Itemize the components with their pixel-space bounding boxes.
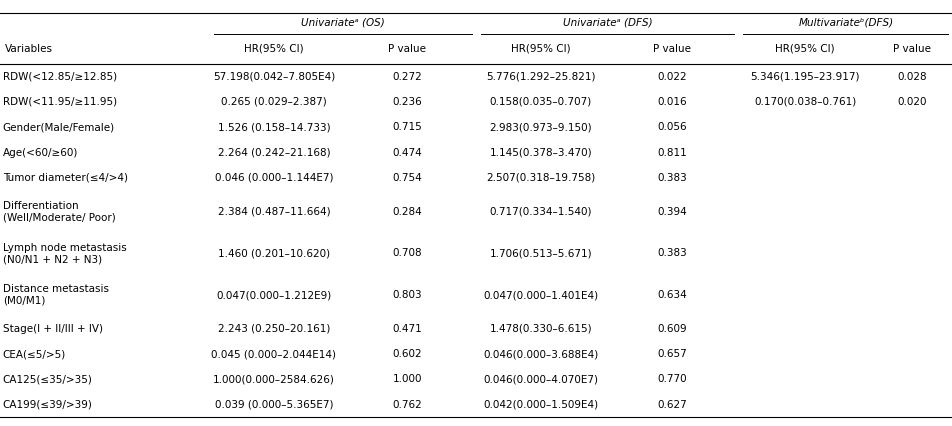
Text: Multivariateᵇ(DFS): Multivariateᵇ(DFS) — [798, 17, 892, 28]
Text: HR(95% CI): HR(95% CI) — [244, 44, 304, 54]
Text: RDW(<12.85/≥12.85): RDW(<12.85/≥12.85) — [3, 72, 117, 81]
Text: 0.708: 0.708 — [392, 248, 422, 258]
Text: 0.803: 0.803 — [392, 290, 422, 300]
Text: 0.047(0.000–1.212E9): 0.047(0.000–1.212E9) — [216, 290, 331, 300]
Text: 2.384 (0.487–11.664): 2.384 (0.487–11.664) — [217, 207, 330, 216]
Text: 0.047(0.000–1.401E4): 0.047(0.000–1.401E4) — [483, 290, 598, 300]
Text: Lymph node metastasis
(N0/N1 + N2 + N3): Lymph node metastasis (N0/N1 + N2 + N3) — [3, 242, 127, 264]
Text: 0.028: 0.028 — [897, 72, 926, 81]
Text: P value: P value — [388, 44, 426, 54]
Text: 2.983(0.973–9.150): 2.983(0.973–9.150) — [489, 122, 591, 132]
Text: 0.046(0.000–3.688E4): 0.046(0.000–3.688E4) — [483, 349, 598, 359]
Text: 1.460 (0.201–10.620): 1.460 (0.201–10.620) — [218, 248, 329, 258]
Text: Stage(I + II/III + IV): Stage(I + II/III + IV) — [3, 324, 103, 334]
Text: Age(<60/≥60): Age(<60/≥60) — [3, 148, 78, 158]
Text: 2.264 (0.242–21.168): 2.264 (0.242–21.168) — [217, 148, 330, 158]
Text: 0.717(0.334–1.540): 0.717(0.334–1.540) — [489, 207, 591, 216]
Text: 0.016: 0.016 — [656, 97, 686, 107]
Text: 0.056: 0.056 — [656, 122, 686, 132]
Text: 0.045 (0.000–2.044E14): 0.045 (0.000–2.044E14) — [211, 349, 336, 359]
Text: Univariateᵃ (OS): Univariateᵃ (OS) — [301, 17, 385, 28]
Text: 0.471: 0.471 — [392, 324, 422, 334]
Text: 0.046(0.000–4.070E7): 0.046(0.000–4.070E7) — [483, 374, 598, 384]
Text: 1.000(0.000–2584.626): 1.000(0.000–2584.626) — [213, 374, 334, 384]
Text: 1.000: 1.000 — [392, 374, 422, 384]
Text: 57.198(0.042–7.805E4): 57.198(0.042–7.805E4) — [212, 72, 335, 81]
Text: 0.394: 0.394 — [656, 207, 686, 216]
Text: 0.236: 0.236 — [392, 97, 422, 107]
Text: 0.046 (0.000–1.144E7): 0.046 (0.000–1.144E7) — [214, 173, 333, 183]
Text: 0.474: 0.474 — [392, 148, 422, 158]
Text: Distance metastasis
(M0/M1): Distance metastasis (M0/M1) — [3, 285, 109, 306]
Text: HR(95% CI): HR(95% CI) — [510, 44, 570, 54]
Text: 0.811: 0.811 — [656, 148, 686, 158]
Text: 0.265 (0.029–2.387): 0.265 (0.029–2.387) — [221, 97, 327, 107]
Text: 1.478(0.330–6.615): 1.478(0.330–6.615) — [489, 324, 591, 334]
Text: 0.657: 0.657 — [656, 349, 686, 359]
Text: 0.770: 0.770 — [656, 374, 686, 384]
Text: 0.609: 0.609 — [656, 324, 686, 334]
Text: Variables: Variables — [5, 44, 52, 54]
Text: 5.346(1.195–23.917): 5.346(1.195–23.917) — [750, 72, 859, 81]
Text: 0.158(0.035–0.707): 0.158(0.035–0.707) — [489, 97, 591, 107]
Text: 5.776(1.292–25.821): 5.776(1.292–25.821) — [486, 72, 595, 81]
Text: 2.507(0.318–19.758): 2.507(0.318–19.758) — [486, 173, 595, 183]
Text: 0.020: 0.020 — [897, 97, 926, 107]
Text: 0.272: 0.272 — [392, 72, 422, 81]
Text: 0.042(0.000–1.509E4): 0.042(0.000–1.509E4) — [483, 400, 598, 410]
Text: 0.627: 0.627 — [656, 400, 686, 410]
Text: CEA(≤5/>5): CEA(≤5/>5) — [3, 349, 66, 359]
Text: 1.526 (0.158–14.733): 1.526 (0.158–14.733) — [217, 122, 330, 132]
Text: P value: P value — [652, 44, 690, 54]
Text: HR(95% CI): HR(95% CI) — [775, 44, 834, 54]
Text: 1.706(0.513–5.671): 1.706(0.513–5.671) — [489, 248, 591, 258]
Text: 1.145(0.378–3.470): 1.145(0.378–3.470) — [489, 148, 591, 158]
Text: P value: P value — [893, 44, 930, 54]
Text: 0.602: 0.602 — [392, 349, 422, 359]
Text: Gender(Male/Female): Gender(Male/Female) — [3, 122, 115, 132]
Text: 0.039 (0.000–5.365E7): 0.039 (0.000–5.365E7) — [214, 400, 333, 410]
Text: 0.715: 0.715 — [392, 122, 422, 132]
Text: CA199(≤39/>39): CA199(≤39/>39) — [3, 400, 92, 410]
Text: RDW(<11.95/≥11.95): RDW(<11.95/≥11.95) — [3, 97, 117, 107]
Text: Tumor diameter(≤4/>4): Tumor diameter(≤4/>4) — [3, 173, 128, 183]
Text: 0.170(0.038–0.761): 0.170(0.038–0.761) — [753, 97, 856, 107]
Text: 0.022: 0.022 — [656, 72, 686, 81]
Text: Univariateᵃ (DFS): Univariateᵃ (DFS) — [562, 17, 652, 28]
Text: Differentiation
(Well/Moderate/ Poor): Differentiation (Well/Moderate/ Poor) — [3, 201, 115, 222]
Text: 0.383: 0.383 — [656, 173, 686, 183]
Text: 2.243 (0.250–20.161): 2.243 (0.250–20.161) — [218, 324, 329, 334]
Text: 0.284: 0.284 — [392, 207, 422, 216]
Text: 0.754: 0.754 — [392, 173, 422, 183]
Text: 0.634: 0.634 — [656, 290, 686, 300]
Text: 0.762: 0.762 — [392, 400, 422, 410]
Text: 0.383: 0.383 — [656, 248, 686, 258]
Text: CA125(≤35/>35): CA125(≤35/>35) — [3, 374, 92, 384]
